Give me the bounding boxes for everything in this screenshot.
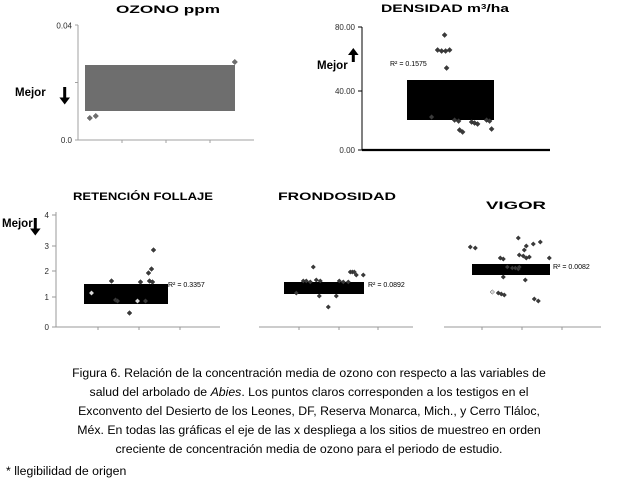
svg-text:Mejor: Mejor <box>15 87 46 99</box>
svg-text:Mejor: Mejor <box>317 60 348 72</box>
svg-text:0.0: 0.0 <box>61 136 73 145</box>
svg-text:40.00: 40.00 <box>335 87 356 96</box>
svg-text:R² = 0.3357: R² = 0.3357 <box>168 282 205 289</box>
svg-text:0.04: 0.04 <box>56 22 72 31</box>
svg-text:Mejor: Mejor <box>2 218 33 230</box>
svg-text:1: 1 <box>45 293 50 302</box>
svg-text:0: 0 <box>45 323 50 332</box>
svg-text:4: 4 <box>45 211 50 220</box>
svg-text:3: 3 <box>45 242 50 251</box>
svg-text:DENSIDAD m3/ha: DENSIDAD m 3/ha <box>381 3 510 15</box>
svg-text:OZONO ppm: OZONO ppm <box>116 4 220 16</box>
svg-text:R² = 0.1575: R² = 0.1575 <box>390 61 427 68</box>
svg-text:2: 2 <box>45 267 50 276</box>
svg-text:80.00: 80.00 <box>335 23 356 32</box>
svg-text:RETENCIÓN FOLLAJE: RETENCIÓN FOLLAJE <box>73 190 214 203</box>
svg-text:VIGOR: VIGOR <box>486 200 546 212</box>
svg-text:0.00: 0.00 <box>339 146 355 155</box>
svg-text:R² = 0.0892: R² = 0.0892 <box>368 282 405 289</box>
svg-text:FRONDOSIDAD: FRONDOSIDAD <box>278 191 396 203</box>
svg-text:R² = 0.0082: R² = 0.0082 <box>553 264 590 271</box>
